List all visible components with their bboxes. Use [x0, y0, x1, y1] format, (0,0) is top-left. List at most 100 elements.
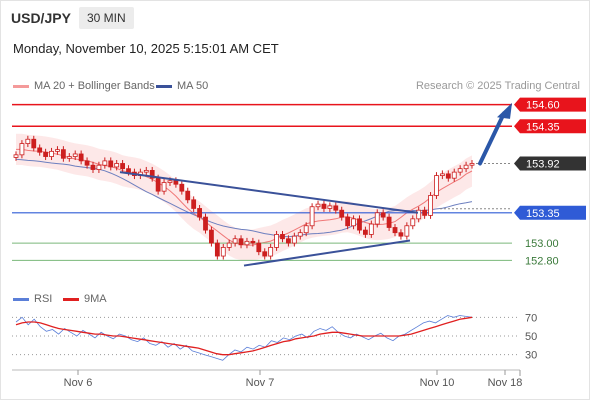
candle-body: [96, 164, 102, 170]
candle-body: [286, 238, 291, 244]
legend-rsi-label: RSI: [34, 293, 53, 305]
legend-9ma: 9MA: [63, 293, 107, 305]
candle-body: [291, 235, 297, 244]
candle-body: [185, 190, 191, 201]
candle-body: [445, 173, 451, 179]
candle-body: [280, 234, 285, 240]
candle-body: [209, 229, 214, 244]
candle-body: [114, 163, 120, 168]
candle-body: [126, 168, 131, 173]
candle-body: [404, 225, 410, 237]
time-axis-label-2: Nov 10: [420, 377, 455, 389]
candle-body: [339, 209, 345, 218]
time-axis-label-3: Nov 18: [488, 377, 523, 389]
candle-body: [220, 246, 226, 257]
candle-body: [380, 212, 386, 218]
candle-body: [25, 138, 31, 144]
candle-body: [439, 173, 445, 176]
candle-body: [398, 232, 404, 237]
candle-body: [333, 205, 339, 211]
candle-body: [351, 218, 356, 227]
level-badge-text-153-35: 153.35: [526, 208, 560, 220]
ma50-swatch: [156, 84, 172, 88]
candle-body: [49, 150, 54, 157]
candle-body: [268, 246, 274, 257]
candle-body: [149, 169, 155, 179]
rsi-series-rsi: [15, 315, 473, 361]
candle-body: [31, 138, 37, 149]
time-axis-label-0: Nov 6: [64, 377, 93, 389]
candle-body: [214, 242, 220, 257]
candle-body: [363, 229, 368, 235]
candle-body: [422, 209, 428, 216]
copyright-text: Research © 2025 Trading Central: [415, 80, 580, 92]
level-badge-153-92: [514, 156, 586, 171]
candle-body: [434, 175, 439, 196]
candle-body: [102, 160, 108, 166]
timestamp: Monday, November 10, 2025 5:15:01 AM CET: [13, 41, 279, 56]
candle-body: [374, 212, 380, 225]
time-axis-label-1: Nov 7: [246, 377, 275, 389]
level-badge-text-154-60: 154.60: [526, 100, 560, 112]
candle-body: [84, 160, 90, 166]
legend-rsi: RSI: [13, 293, 52, 305]
candle-body: [143, 169, 149, 173]
candle-body: [167, 180, 173, 183]
candle-body: [66, 156, 72, 159]
candle-body: [161, 182, 167, 192]
candle-body: [108, 160, 114, 168]
candle-body: [19, 143, 25, 156]
level-badge-text-154-35: 154.35: [526, 121, 560, 133]
rsi-tick-30: 30: [525, 350, 537, 362]
candle-body: [297, 232, 303, 237]
candle-body: [321, 203, 327, 209]
candle-body: [315, 203, 321, 208]
candle-body: [303, 225, 309, 234]
candle-body: [327, 205, 333, 209]
legend-9ma-label: 9MA: [84, 293, 107, 305]
level-label-153-00: 153.00: [525, 238, 559, 250]
candle-body: [386, 216, 392, 228]
legend-ma20-label: MA 20 + Bollinger Bands: [34, 80, 155, 92]
ascending-trendline: [243, 239, 411, 267]
candle-body: [244, 240, 250, 246]
candle-body: [451, 171, 457, 179]
ma20-swatch: [13, 84, 29, 88]
candle-body: [357, 218, 362, 231]
candle-body: [60, 149, 66, 159]
candle-body: [368, 223, 374, 235]
level-badge-text-153-92: 153.92: [526, 158, 560, 170]
candle-body: [457, 168, 463, 173]
candle-body: [203, 216, 208, 231]
candle-body: [43, 151, 49, 157]
candle-body: [72, 153, 78, 157]
level-label-152-80: 152.80: [525, 255, 559, 267]
candle-body: [226, 242, 232, 248]
candle-body: [173, 180, 179, 185]
descending-trendline: [119, 171, 419, 214]
legend-ma20: MA 20 + Bollinger Bands: [13, 80, 155, 92]
candle-body: [345, 216, 351, 227]
timeframe-badge[interactable]: 30 MIN: [79, 7, 134, 29]
rsi-series-9ma: [15, 316, 473, 356]
legend-ma50: MA 50: [156, 80, 208, 92]
rsi-tick-70: 70: [525, 312, 537, 324]
candle-body: [256, 242, 262, 253]
forecast-arrow-shaft: [478, 111, 506, 166]
candle-body: [55, 149, 60, 152]
candle-body: [197, 208, 202, 218]
level-badge-154-60: [514, 97, 586, 112]
candle-body: [120, 163, 125, 170]
candle-body: [262, 251, 268, 257]
rsi-swatch: [13, 297, 29, 301]
candle-body: [238, 238, 244, 246]
candle-body: [37, 147, 43, 153]
candle-body: [13, 154, 19, 158]
level-badge-153-35: [514, 205, 586, 220]
candle-body: [428, 195, 433, 216]
candle-body: [410, 218, 416, 227]
candle-body: [191, 199, 197, 209]
rsi-tick-50: 50: [525, 331, 537, 343]
legend-ma50-label: MA 50: [177, 80, 209, 92]
